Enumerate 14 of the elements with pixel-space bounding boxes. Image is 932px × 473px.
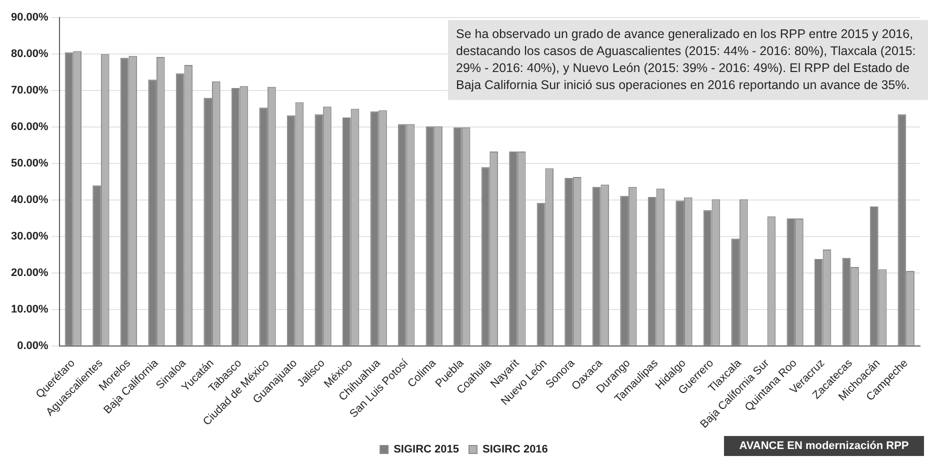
legend-label: SIGIRC 2016 [482, 444, 548, 456]
y-tick-label: 0.00% [17, 340, 49, 352]
y-tick-label: 10.00% [10, 303, 49, 316]
y-tick-label: 80.00% [10, 48, 49, 60]
y-tick-label: 60.00% [10, 121, 49, 134]
y-tick-label: 70.00% [10, 84, 49, 97]
y-tick-label: 30.00% [10, 230, 49, 242]
y-tick-label: 50.00% [10, 158, 49, 170]
text: AVANCE EN modernización RPP [724, 436, 924, 456]
y-tick-label: 40.00% [10, 194, 49, 206]
annotation: Se ha observado un grado de avance generalizado en los RPP entre 2015 y 2016, destacando los casos de Aguascalientes (2015: 44% - 2016: 80%), Tlaxcala (2015: 29% - 2016: 40%), y Nuevo León (2015: 39% - 2016: 49%). El RPP del Estado de Baja California Sur inició sus operaciones en 2016 reportando un avance de 35%. [448, 20, 928, 100]
y-tick-label: 20.00% [10, 266, 49, 279]
legend-label: SIGIRC 2015 [394, 444, 459, 456]
y-tick-label: 90.00% [10, 12, 49, 24]
